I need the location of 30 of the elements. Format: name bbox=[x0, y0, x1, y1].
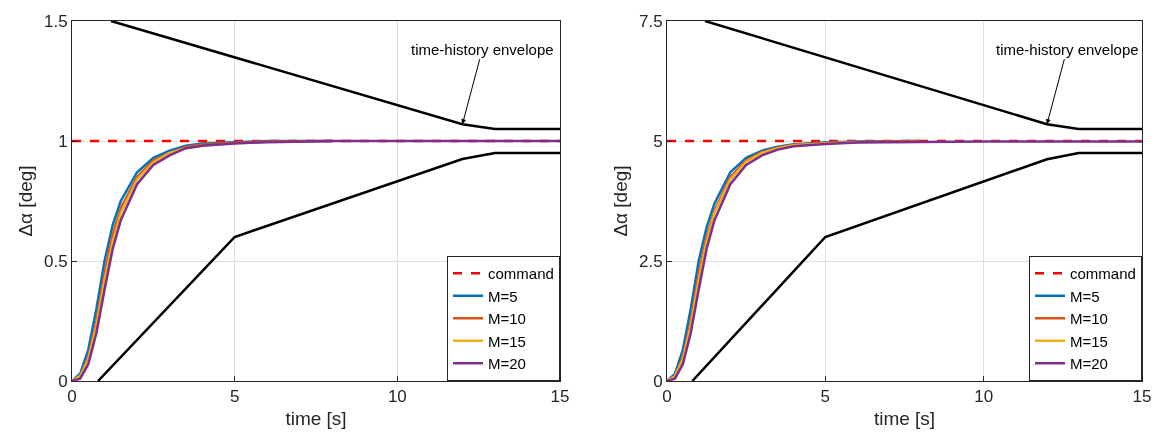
legend-label: command bbox=[1070, 265, 1136, 283]
x-axis-title: time [s] bbox=[873, 408, 936, 430]
legend-label: M=15 bbox=[488, 332, 526, 350]
x-tick-label: 15 bbox=[550, 387, 570, 407]
y-tick-label: 0 bbox=[653, 371, 663, 391]
legend-label: command bbox=[488, 265, 554, 283]
x-axis-title: time [s] bbox=[285, 408, 347, 430]
y-tick-label: 5 bbox=[653, 131, 663, 151]
legend-label: M=10 bbox=[488, 310, 526, 328]
y-axis-title: Δα [deg] bbox=[609, 165, 631, 237]
y-tick-label: 2.5 bbox=[638, 251, 663, 271]
legend-label: M=10 bbox=[1070, 310, 1108, 328]
legend-label: M=5 bbox=[488, 287, 518, 305]
y-axis-title: Δα [deg] bbox=[14, 165, 36, 237]
y-tick-label: 7.5 bbox=[638, 11, 663, 31]
x-tick-label: 5 bbox=[820, 387, 831, 407]
legend-label: M=20 bbox=[1070, 355, 1108, 373]
x-tick-label: 5 bbox=[229, 387, 240, 407]
y-tick-label: 1.5 bbox=[43, 11, 68, 31]
y-tick-label: 0 bbox=[58, 371, 68, 391]
annotation: time-history envelope bbox=[411, 41, 554, 58]
x-tick-label: 10 bbox=[974, 387, 994, 407]
annotation: time-history envelope bbox=[996, 41, 1139, 58]
legend-label: M=15 bbox=[1070, 332, 1108, 350]
y-tick-label: 0.5 bbox=[43, 251, 68, 271]
legend-label: M=20 bbox=[488, 355, 526, 373]
x-tick-label: 15 bbox=[1132, 387, 1152, 407]
legend-label: M=5 bbox=[1070, 287, 1100, 305]
y-tick-label: 1 bbox=[58, 131, 68, 151]
x-tick-label: 10 bbox=[387, 387, 407, 407]
